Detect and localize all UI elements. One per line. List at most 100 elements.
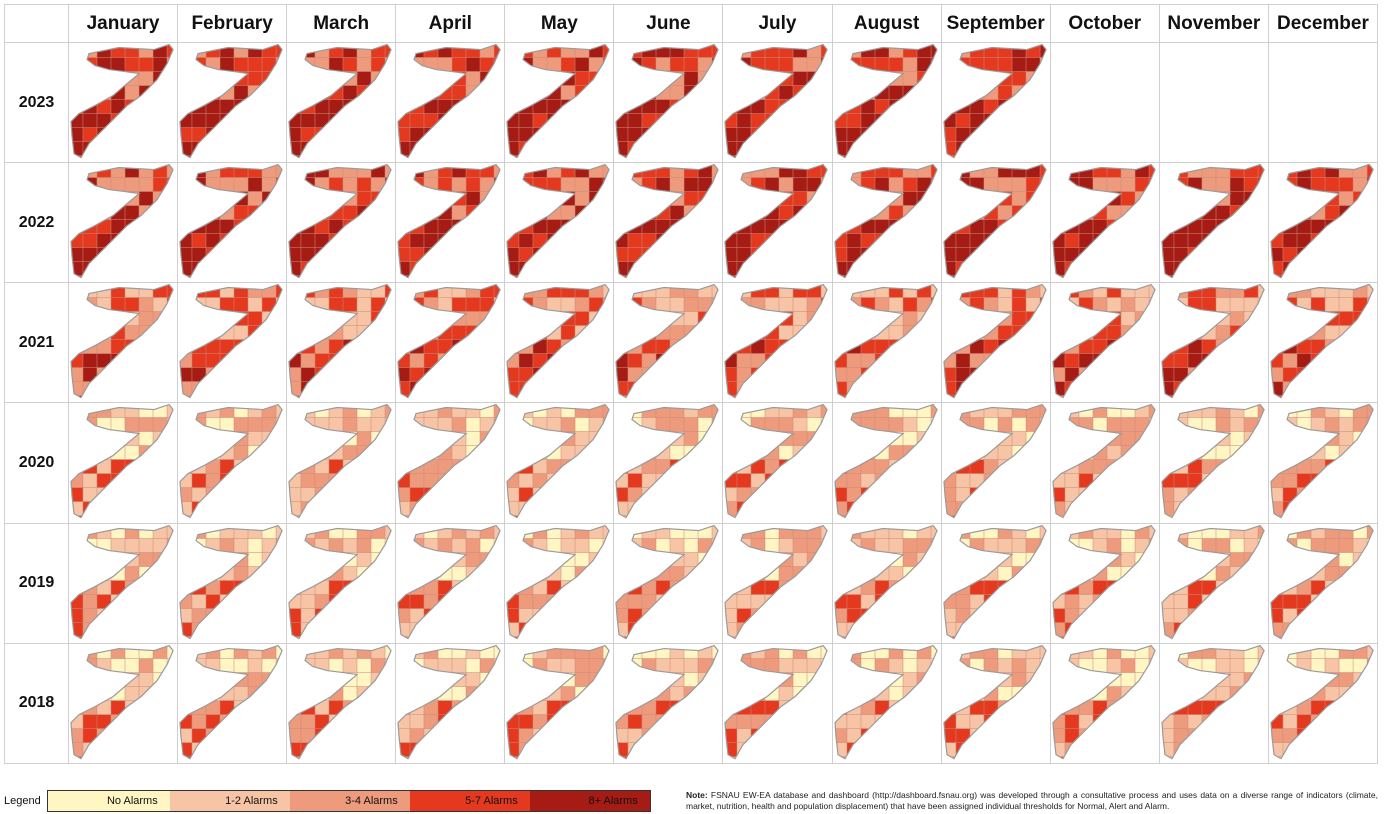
district-region	[533, 233, 548, 248]
district-region	[725, 565, 738, 581]
district-region	[930, 686, 937, 701]
district-region	[930, 261, 937, 276]
district-region	[737, 473, 752, 489]
district-region	[247, 284, 263, 299]
district-region	[261, 177, 277, 192]
district-region	[1201, 367, 1217, 383]
map-cell	[831, 402, 942, 524]
district-region	[519, 395, 534, 398]
district-region	[1173, 537, 1189, 553]
district-region	[1296, 395, 1312, 398]
district-region	[480, 580, 495, 595]
district-region	[385, 459, 392, 475]
district-region	[82, 594, 98, 609]
district-region	[152, 636, 168, 639]
district-region	[1173, 580, 1189, 595]
district-region	[410, 247, 425, 262]
district-region	[300, 325, 316, 341]
district-region	[888, 381, 903, 397]
district-region	[712, 275, 719, 278]
district-region	[751, 700, 766, 715]
district-region	[342, 645, 358, 659]
district-region	[152, 622, 168, 637]
district-region	[300, 155, 316, 158]
district-region	[180, 297, 193, 313]
district-region	[438, 636, 453, 639]
district-region	[205, 191, 221, 206]
district-region	[385, 405, 392, 419]
district-region	[1025, 85, 1040, 100]
district-region	[507, 501, 520, 517]
district-region	[1161, 164, 1174, 178]
district-region	[1257, 565, 1264, 581]
district-region	[124, 353, 140, 369]
district-region	[452, 622, 467, 637]
district-region	[1106, 164, 1121, 178]
district-region	[916, 127, 931, 142]
district-region	[955, 85, 970, 100]
district-region	[1296, 501, 1312, 517]
district-region	[1039, 459, 1046, 475]
district-region	[110, 339, 126, 355]
district-region	[628, 700, 643, 715]
district-region	[888, 247, 903, 262]
district-region	[261, 381, 277, 397]
district-region	[834, 71, 847, 86]
district-region	[328, 155, 344, 158]
district-region	[1187, 311, 1203, 327]
country-outline	[1161, 163, 1265, 279]
district-region	[547, 191, 562, 206]
district-region	[275, 325, 283, 341]
district-region	[191, 284, 207, 299]
district-region	[779, 353, 794, 369]
district-region	[1187, 381, 1203, 397]
district-region	[1025, 487, 1040, 503]
district-region	[300, 141, 316, 156]
district-region	[725, 672, 738, 687]
district-region	[233, 525, 249, 539]
district-region	[1052, 191, 1065, 206]
district-region	[342, 565, 358, 581]
somalia-map	[1161, 163, 1265, 279]
district-region	[424, 127, 439, 142]
district-region	[314, 431, 330, 447]
district-region	[902, 141, 917, 156]
district-region	[860, 742, 875, 757]
district-region	[846, 381, 861, 397]
district-region	[398, 565, 411, 581]
district-region	[1229, 219, 1245, 234]
district-region	[466, 85, 481, 100]
district-region	[385, 742, 392, 757]
district-region	[205, 353, 221, 369]
district-region	[807, 275, 822, 278]
district-region	[1161, 205, 1174, 220]
country-outline	[943, 284, 1047, 399]
district-region	[424, 353, 439, 369]
district-region	[1011, 57, 1026, 72]
district-region	[1324, 525, 1340, 539]
map-cell	[395, 522, 506, 644]
district-region	[1243, 608, 1259, 623]
district-region	[82, 297, 98, 313]
district-region	[138, 459, 154, 475]
district-region	[1187, 191, 1203, 206]
district-region	[191, 700, 207, 715]
district-region	[969, 672, 984, 687]
district-region	[452, 594, 467, 609]
district-region	[1310, 473, 1326, 489]
district-region	[205, 636, 221, 639]
district-region	[1161, 191, 1174, 206]
district-region	[943, 742, 956, 757]
district-region	[1011, 580, 1026, 595]
district-region	[930, 565, 937, 581]
district-region	[219, 431, 235, 447]
district-region	[1229, 297, 1245, 313]
district-region	[765, 164, 780, 178]
district-region	[96, 155, 112, 158]
district-region	[124, 742, 140, 757]
district-region	[888, 658, 903, 673]
district-region	[180, 99, 193, 114]
district-region	[779, 381, 794, 397]
district-region	[205, 742, 221, 757]
district-region	[1187, 219, 1203, 234]
